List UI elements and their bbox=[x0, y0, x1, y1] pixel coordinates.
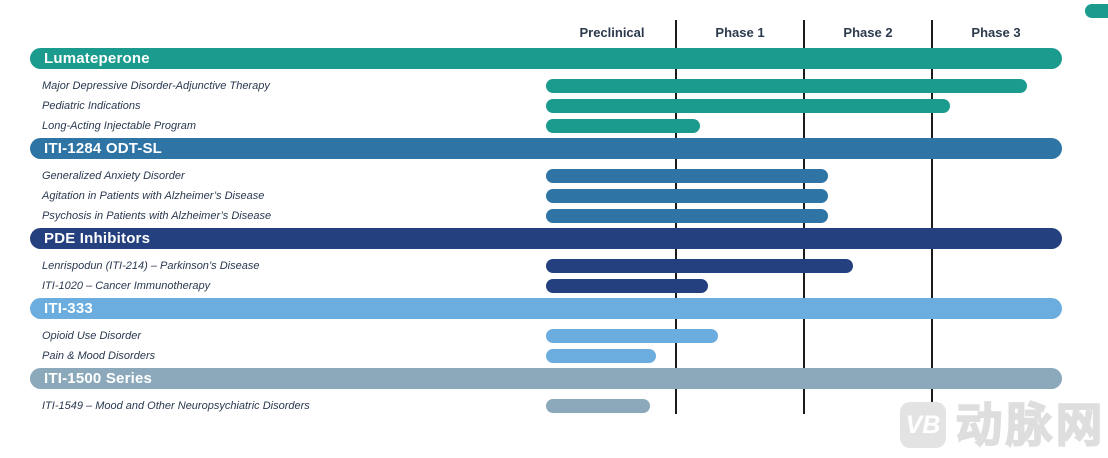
program-label: Pediatric Indications bbox=[42, 100, 141, 112]
program-bar bbox=[546, 169, 828, 183]
program-bar bbox=[546, 259, 853, 273]
program-row: Generalized Anxiety Disorder bbox=[0, 166, 1108, 186]
section-title: ITI-1500 Series bbox=[44, 370, 153, 387]
program-row: Psychosis in Patients with Alzheimer’s D… bbox=[0, 206, 1108, 226]
section-header: Lumateperone bbox=[30, 48, 1062, 69]
program-row: ITI-1549 – Mood and Other Neuropsychiatr… bbox=[0, 396, 1108, 416]
section-title: ITI-333 bbox=[44, 300, 93, 317]
teal-corner-accent bbox=[1085, 4, 1108, 18]
program-bar bbox=[546, 279, 708, 293]
program-bar bbox=[546, 99, 950, 113]
program-row: Major Depressive Disorder-Adjunctive The… bbox=[0, 76, 1108, 96]
program-label: Opioid Use Disorder bbox=[42, 330, 142, 342]
section-header: ITI-333 bbox=[30, 298, 1062, 319]
program-label: Generalized Anxiety Disorder bbox=[42, 170, 185, 182]
program-label: Major Depressive Disorder-Adjunctive The… bbox=[42, 80, 270, 92]
gridline bbox=[931, 20, 933, 414]
program-bar bbox=[546, 399, 650, 413]
program-row: Agitation in Patients with Alzheimer’s D… bbox=[0, 186, 1108, 206]
watermark-brand-text: 动脉网 bbox=[955, 399, 1106, 451]
program-row: Pain & Mood Disorders bbox=[0, 346, 1108, 366]
program-bar bbox=[546, 79, 1027, 93]
program-label: Psychosis in Patients with Alzheimer’s D… bbox=[42, 210, 272, 222]
section-header: PDE Inhibitors bbox=[30, 228, 1062, 249]
program-row: Lenrispodun (ITI-214) – Parkinson’s Dise… bbox=[0, 256, 1108, 276]
program-row: Long-Acting Injectable Program bbox=[0, 116, 1108, 136]
phase-column-label: Phase 2 bbox=[843, 25, 893, 40]
program-label: Long-Acting Injectable Program bbox=[42, 120, 197, 132]
phase-column-label: Phase 1 bbox=[715, 25, 765, 40]
program-label: Pain & Mood Disorders bbox=[42, 350, 156, 362]
phase-column-label: Phase 3 bbox=[971, 25, 1021, 40]
section-header: ITI-1284 ODT-SL bbox=[30, 138, 1062, 159]
program-bar bbox=[546, 189, 828, 203]
program-label: Agitation in Patients with Alzheimer’s D… bbox=[42, 190, 265, 202]
section-title: PDE Inhibitors bbox=[44, 230, 151, 247]
program-row: Pediatric Indications bbox=[0, 96, 1108, 116]
program-row: Opioid Use Disorder bbox=[0, 326, 1108, 346]
section-header: ITI-1500 Series bbox=[30, 368, 1062, 389]
program-label: ITI-1020 – Cancer Immunotherapy bbox=[42, 280, 211, 292]
program-bar bbox=[546, 119, 700, 133]
program-row: ITI-1020 – Cancer Immunotherapy bbox=[0, 276, 1108, 296]
section-title: Lumateperone bbox=[44, 50, 150, 67]
watermark: VB 动脉网 bbox=[900, 399, 1106, 451]
program-bar bbox=[546, 349, 656, 363]
program-label: ITI-1549 – Mood and Other Neuropsychiatr… bbox=[42, 400, 310, 412]
program-label: Lenrispodun (ITI-214) – Parkinson’s Dise… bbox=[42, 260, 260, 272]
section-title: ITI-1284 ODT-SL bbox=[44, 140, 163, 157]
phase-column-label: Preclinical bbox=[579, 25, 645, 40]
vb-logo-icon: VB bbox=[900, 402, 946, 448]
program-bar bbox=[546, 329, 718, 343]
program-bar bbox=[546, 209, 828, 223]
